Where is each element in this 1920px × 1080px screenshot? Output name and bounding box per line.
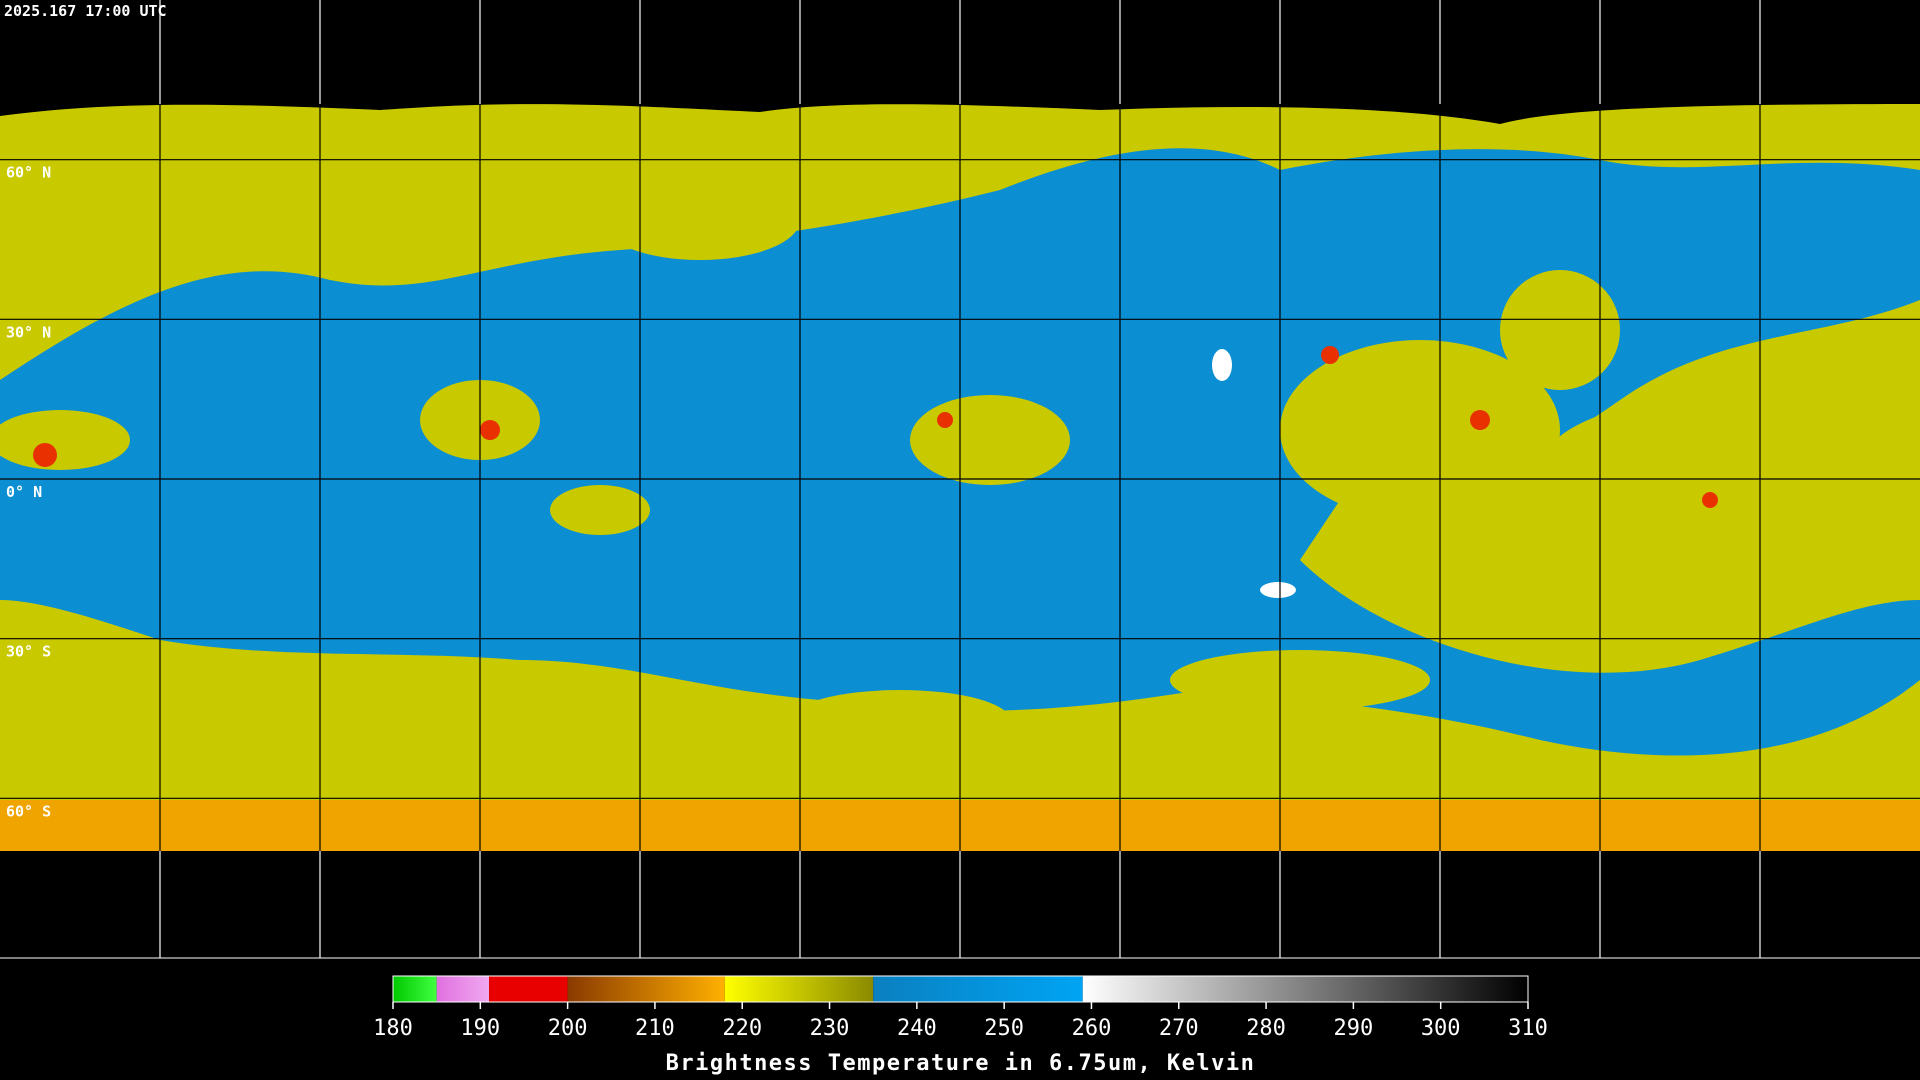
colorbar-title: Brightness Temperature in 6.75um, Kelvin bbox=[666, 1051, 1256, 1076]
latitude-label: 60° S bbox=[6, 802, 51, 820]
colorbar-segment bbox=[873, 976, 1083, 1002]
colorbar-tick-label: 280 bbox=[1246, 1016, 1286, 1041]
colorbar-tick-label: 230 bbox=[810, 1016, 850, 1041]
colorbar-segment bbox=[724, 976, 874, 1002]
timestamp: 2025.167 17:00 UTC bbox=[4, 2, 167, 20]
colorbar-segment bbox=[567, 976, 725, 1002]
colorbar-tick-label: 310 bbox=[1508, 1016, 1548, 1041]
latitude-label: 0° N bbox=[6, 483, 42, 501]
colorbar: 180 190 200 210 220 230 240 250 260 270 280 290 300 3… bbox=[373, 975, 1548, 1076]
colorbar-tick-label: 220 bbox=[722, 1016, 762, 1041]
colorbar-segment bbox=[489, 976, 568, 1002]
latitude-label: 30° N bbox=[6, 323, 51, 341]
colorbar-tick-label: 270 bbox=[1159, 1016, 1199, 1041]
colorbar-tick-label: 240 bbox=[897, 1016, 937, 1041]
colorbar-segment bbox=[1082, 976, 1528, 1002]
colorbar-tick-label: 300 bbox=[1421, 1016, 1461, 1041]
colorbar-tick-label: 210 bbox=[635, 1016, 675, 1041]
colorbar-tick-label: 290 bbox=[1334, 1016, 1374, 1041]
convection bbox=[33, 346, 1718, 508]
latitude-label: 60° N bbox=[6, 164, 51, 182]
colorbar-tick-label: 260 bbox=[1072, 1016, 1112, 1041]
colorbar-tick-label: 250 bbox=[984, 1016, 1024, 1041]
colorbar-segment bbox=[393, 976, 437, 1002]
colorbar-segment bbox=[436, 976, 490, 1002]
warm-patches bbox=[1212, 349, 1296, 598]
moist-patches bbox=[0, 180, 1860, 750]
graticule: 60° N 30° N 0° N 30° S 60° S bbox=[0, 0, 1920, 959]
latitude-label: 30° S bbox=[6, 643, 51, 661]
colorbar-tick-label: 190 bbox=[460, 1016, 500, 1041]
colorbar-tick-label: 200 bbox=[548, 1016, 588, 1041]
colorbar-tick-label: 180 bbox=[373, 1016, 413, 1041]
colorbar-frame bbox=[392, 975, 1529, 1003]
